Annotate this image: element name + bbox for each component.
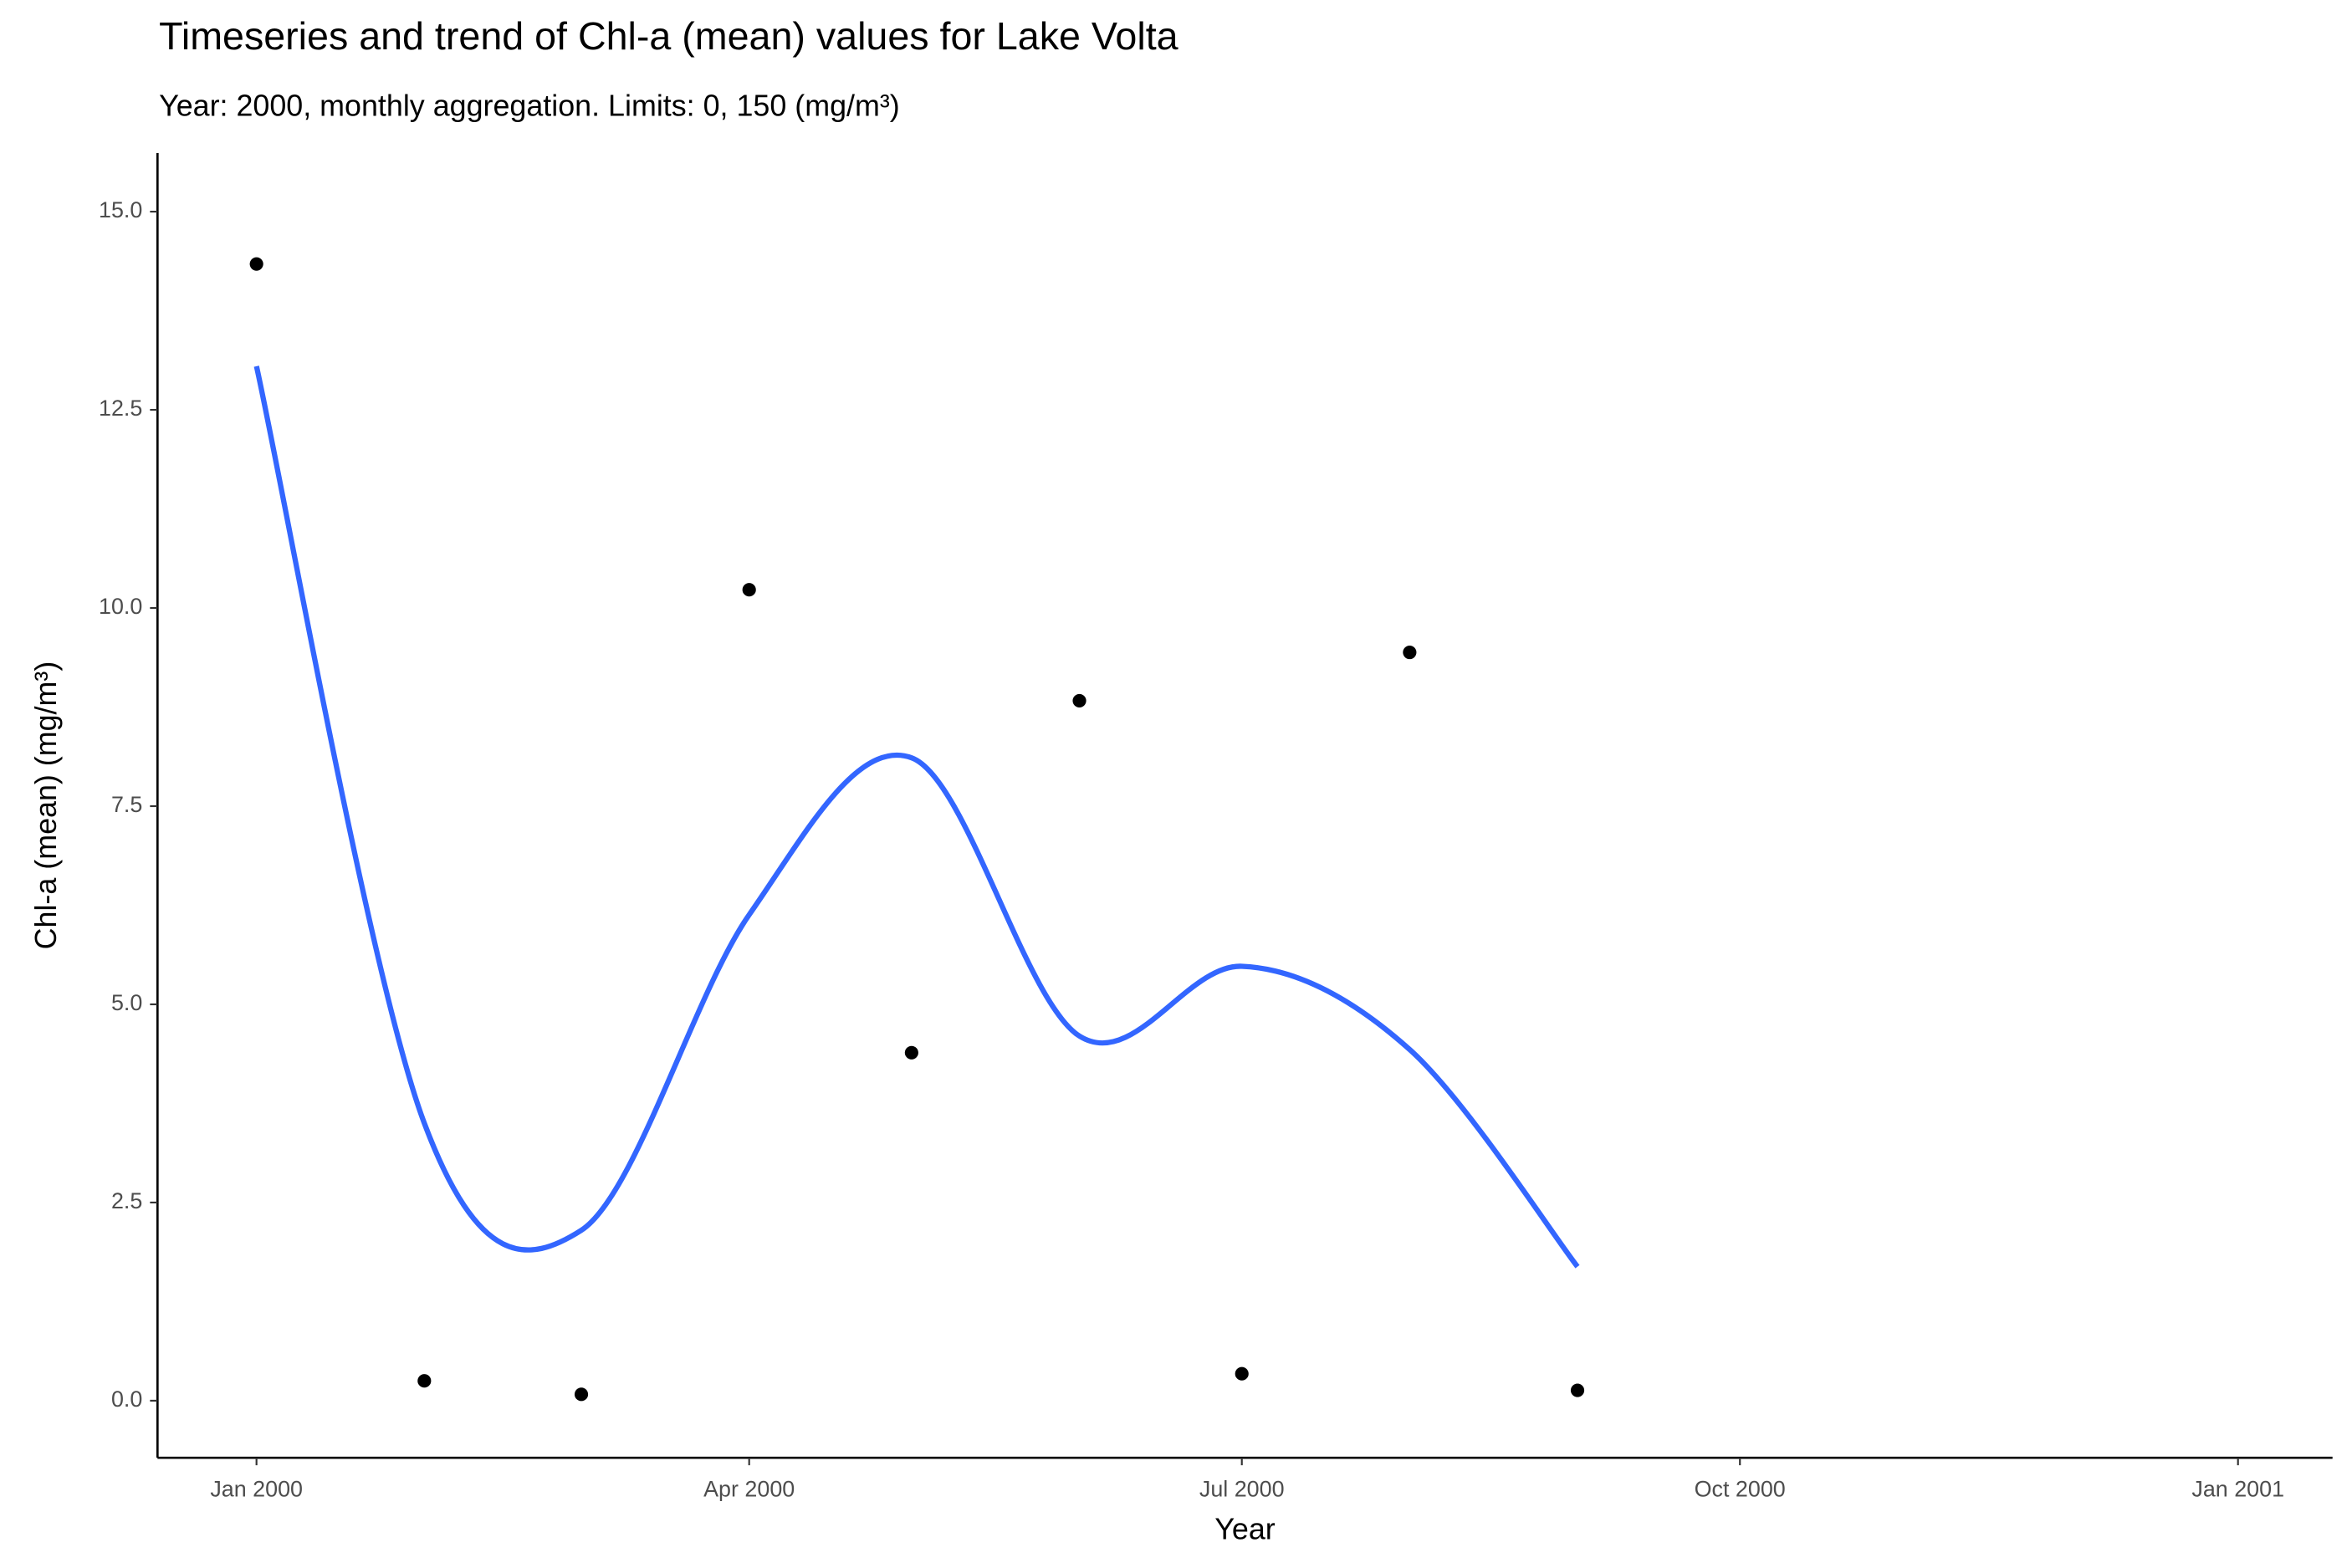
data-point: [574, 1387, 589, 1402]
chart-title: Timeseries and trend of Chl-a (mean) val…: [159, 14, 1179, 58]
y-axis-title: Chl-a (mean) (mg/m³): [29, 661, 63, 950]
x-tick-label: Jan 2001: [2191, 1477, 2284, 1502]
data-point: [1072, 693, 1087, 708]
y-tick-label: 15.0: [99, 197, 142, 222]
x-tick-label: Jul 2000: [1199, 1477, 1285, 1502]
trend-line: [253, 365, 1580, 1269]
data-point: [1570, 1383, 1585, 1397]
y-tick-label: 7.5: [111, 792, 142, 817]
y-tick-label: 5.0: [111, 990, 142, 1015]
data-point: [417, 1374, 432, 1388]
y-tick-label: 12.5: [99, 396, 142, 421]
data-point: [904, 1045, 918, 1060]
y-tick-label: 2.5: [111, 1188, 142, 1213]
x-axis-title: Year: [1214, 1513, 1276, 1546]
y-tick-label: 0.0: [111, 1387, 142, 1412]
x-tick-label: Apr 2000: [703, 1477, 795, 1502]
data-point: [1235, 1366, 1249, 1381]
y-tick-label: 10.0: [99, 594, 142, 619]
x-tick-label: Oct 2000: [1695, 1477, 1786, 1502]
data-point: [742, 583, 756, 597]
chart-subtitle: Year: 2000, monthly aggregation. Limits:…: [159, 89, 900, 123]
data-point: [1403, 646, 1417, 660]
data-point: [249, 257, 263, 271]
x-tick-label: Jan 2000: [210, 1477, 303, 1502]
